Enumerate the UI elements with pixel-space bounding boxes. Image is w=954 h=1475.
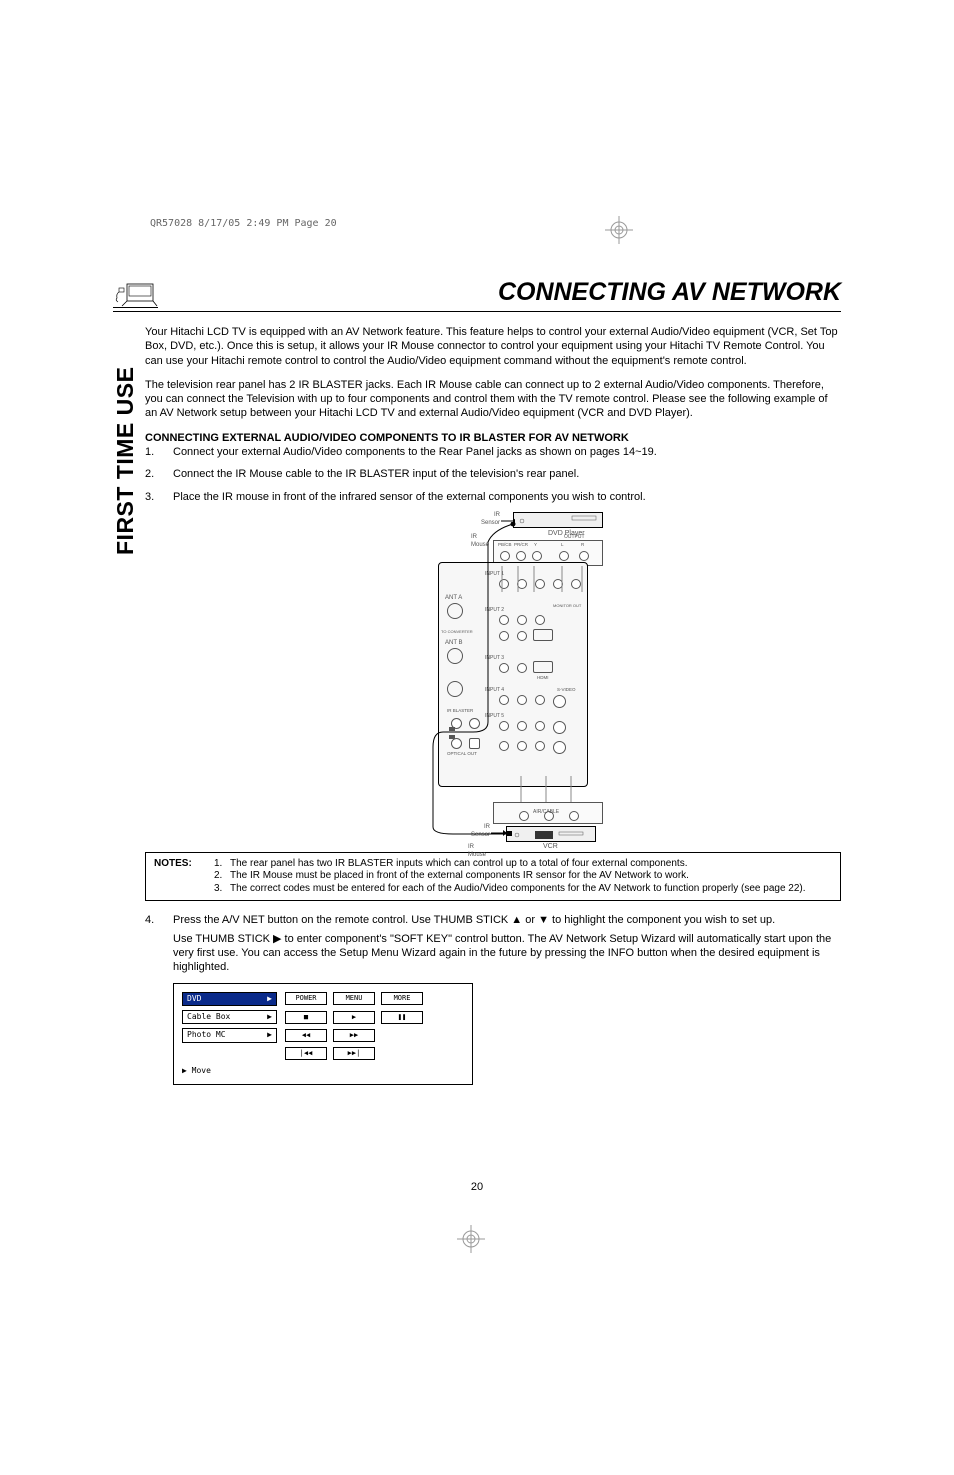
panel-lbl: AIR/CABLE	[533, 809, 559, 816]
power-button[interactable]: POWER	[285, 992, 327, 1005]
step-num: 3.	[145, 490, 173, 504]
step4-body: Press the A/V NET button on the remote c…	[173, 913, 841, 1085]
skip-forward-button[interactable]: ▶▶|	[333, 1047, 375, 1060]
notes-box: NOTES: 1.The rear panel has two IR BLAST…	[145, 852, 841, 902]
ir-mouse-label-bottom: IR Mouse	[468, 844, 486, 860]
dvd-player-box	[513, 512, 603, 528]
step-1: 1. Connect your external Audio/Video com…	[145, 445, 841, 459]
step-text: Connect your external Audio/Video compon…	[173, 445, 657, 459]
connection-diagram: DVD Player IR Sensor IR Mouse PB/CB PR/C…	[363, 512, 623, 842]
step-text: Place the IR mouse in front of the infra…	[173, 490, 646, 504]
side-label-first-time-use: FIRST TIME USE	[112, 367, 139, 555]
step-num: 4.	[145, 913, 173, 1085]
remote-row: Photo MC ▶ ◀◀ ▶▶	[182, 1028, 464, 1042]
note-text: The rear panel has two IR BLASTER inputs…	[230, 858, 687, 871]
note-text: The correct codes must be entered for ea…	[230, 883, 806, 896]
step-2: 2. Connect the IR Mouse cable to the IR …	[145, 467, 841, 481]
note-num: 2.	[214, 870, 230, 883]
step4-text2: Use THUMB STICK ▶ to enter component's "…	[173, 932, 841, 975]
step-num: 2.	[145, 467, 173, 481]
ir-cable	[403, 522, 523, 842]
note-item: 2.The IR Mouse must be placed in front o…	[214, 870, 806, 883]
pause-button[interactable]: ❚❚	[381, 1011, 423, 1024]
remote-panel: DVD ▶ POWER MENU MORE Cable Box ▶	[173, 983, 473, 1086]
chevron-right-icon: ▶	[267, 994, 272, 1004]
hdmi-port	[533, 629, 553, 641]
panel-lbl: S-VIDEO	[557, 687, 576, 693]
content-area: Your Hitachi LCD TV is equipped with an …	[145, 325, 841, 1093]
step-3: 3. Place the IR mouse in front of the in…	[145, 490, 841, 504]
header-meta: QR57028 8/17/05 2:49 PM Page 20	[150, 218, 337, 229]
comp-lbl: Y	[534, 542, 537, 548]
remote-item-label: DVD	[187, 994, 201, 1004]
intro-p2: The television rear panel has 2 IR BLAST…	[145, 378, 841, 421]
remote-item-photo[interactable]: Photo MC ▶	[182, 1028, 277, 1042]
note-text: The IR Mouse must be placed in front of …	[230, 870, 689, 883]
move-hint: ▶ Move	[182, 1066, 464, 1076]
subheading: CONNECTING EXTERNAL AUDIO/VIDEO COMPONEN…	[145, 431, 841, 445]
step-4: 4. Press the A/V NET button on the remot…	[145, 913, 841, 1085]
more-button[interactable]: MORE	[381, 992, 423, 1005]
comp-lbl: L	[561, 542, 564, 548]
panel-lbl: HDMI	[537, 675, 549, 681]
comp-lbl: R	[581, 542, 584, 548]
step-text: Connect the IR Mouse cable to the IR BLA…	[173, 467, 579, 481]
rewind-button[interactable]: ◀◀	[285, 1029, 327, 1042]
panel-lbl: MONITOR OUT	[553, 603, 581, 608]
chevron-right-icon: ▶	[267, 1012, 272, 1022]
notes-label: NOTES:	[154, 858, 214, 896]
remote-row: |◀◀ ▶▶|	[182, 1047, 464, 1060]
remote-item-cable[interactable]: Cable Box ▶	[182, 1010, 277, 1024]
step-num: 1.	[145, 445, 173, 459]
remote-item-dvd[interactable]: DVD ▶	[182, 992, 277, 1006]
note-item: 1.The rear panel has two IR BLASTER inpu…	[214, 858, 806, 871]
comp-lbl: OUTPUT	[564, 534, 585, 541]
play-button[interactable]: ▶	[333, 1011, 375, 1024]
page-title: CONNECTING AV NETWORK	[113, 278, 841, 312]
remote-item-label: Cable Box	[187, 1012, 230, 1022]
note-item: 3.The correct codes must be entered for …	[214, 883, 806, 896]
skip-back-button[interactable]: |◀◀	[285, 1047, 327, 1060]
vcr-label: VCR	[543, 842, 558, 851]
note-num: 1.	[214, 858, 230, 871]
steps-list: 1. Connect your external Audio/Video com…	[145, 445, 841, 504]
intro-p1: Your Hitachi LCD TV is equipped with an …	[145, 325, 841, 368]
page-number: 20	[0, 1181, 954, 1193]
registration-mark-top	[605, 216, 633, 244]
menu-button[interactable]: MENU	[333, 992, 375, 1005]
remote-row: DVD ▶ POWER MENU MORE	[182, 992, 464, 1006]
fastforward-button[interactable]: ▶▶	[333, 1029, 375, 1042]
hdmi-port	[533, 661, 553, 673]
stop-button[interactable]: ■	[285, 1011, 327, 1024]
note-num: 3.	[214, 883, 230, 896]
step4-text1: Press the A/V NET button on the remote c…	[173, 913, 841, 927]
notes-list: 1.The rear panel has two IR BLASTER inpu…	[214, 858, 806, 896]
remote-item-label: Photo MC	[187, 1030, 226, 1040]
remote-row: Cable Box ▶ ■ ▶ ❚❚	[182, 1010, 464, 1024]
registration-mark-bottom	[457, 1225, 485, 1253]
chevron-right-icon: ▶	[267, 1030, 272, 1040]
